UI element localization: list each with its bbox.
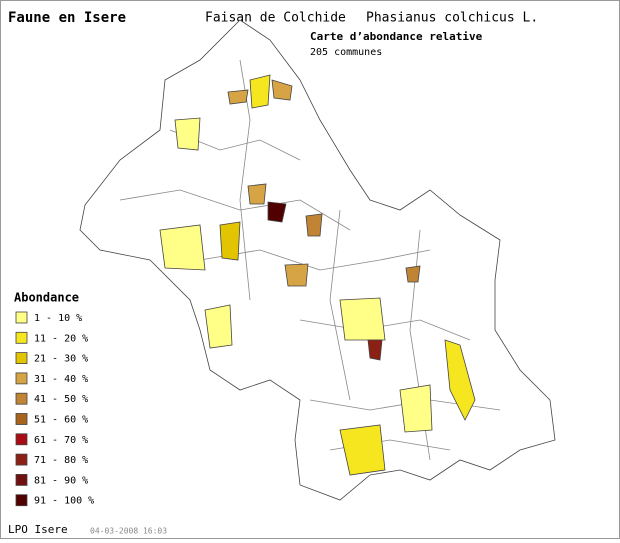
patch [159, 224, 206, 271]
department-map [79, 19, 556, 501]
legend-label: 21 - 30 % [34, 354, 88, 365]
commune-lines [119, 59, 501, 461]
patch [271, 79, 293, 101]
legend-swatch [15, 433, 28, 446]
patch [227, 89, 249, 105]
legend-label: 61 - 70 % [34, 435, 88, 446]
patch [367, 339, 383, 361]
patch [204, 304, 233, 349]
patch [339, 297, 386, 341]
legend-title: Abondance [14, 291, 79, 305]
legend-label: 31 - 40 % [34, 374, 88, 385]
patch [284, 263, 309, 287]
site-title: Faune en Isere [8, 10, 126, 26]
legend-swatch [15, 413, 28, 425]
patch [405, 265, 421, 283]
legend-swatch [15, 352, 28, 365]
legend-label: 1 - 10 % [34, 313, 82, 324]
patch [305, 213, 323, 237]
legend-label: 11 - 20 % [34, 333, 88, 344]
patch [249, 74, 271, 109]
patch [247, 183, 267, 205]
common-name: Faisan de Colchide [205, 11, 346, 26]
latin-name: Phasianus colchicus L. [366, 11, 538, 26]
legend-swatch [15, 392, 28, 405]
legend-label: 51 - 60 % [34, 415, 88, 426]
legend-swatch [15, 494, 28, 507]
legend-swatch [15, 453, 28, 466]
legend-swatch [15, 473, 28, 486]
legend-swatch [15, 331, 28, 344]
patch [339, 424, 386, 476]
legend-label: 41 - 50 % [34, 394, 88, 405]
legend-label: 81 - 90 % [34, 475, 88, 486]
commune-count: 205 communes [310, 47, 382, 58]
patch [444, 339, 476, 421]
patch [219, 221, 241, 261]
legend: 1 - 10 % 11 - 20 % 21 - 30 % 31 - 40 % 41 - … [15, 311, 94, 507]
patch [399, 384, 433, 433]
legend-label: 71 - 80 % [34, 455, 88, 466]
footer-timestamp: 04-03-2008 16:03 [90, 527, 167, 536]
patch [267, 201, 287, 223]
legend-swatch [15, 372, 28, 385]
footer-org: LPO Isere [8, 523, 68, 536]
map-subtitle: Carte d’abondance relative [310, 30, 483, 43]
patch [174, 117, 201, 151]
legend-swatch [15, 311, 28, 324]
legend-label: 91 - 100 % [34, 496, 94, 507]
